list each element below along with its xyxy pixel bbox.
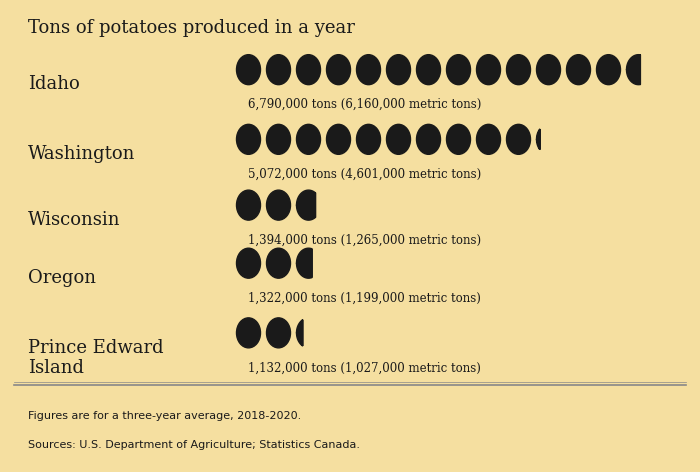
Ellipse shape: [386, 55, 410, 84]
Ellipse shape: [267, 55, 290, 84]
Ellipse shape: [596, 55, 620, 84]
Ellipse shape: [267, 124, 290, 154]
Ellipse shape: [536, 55, 561, 84]
Text: 6,790,000 tons (6,160,000 metric tons): 6,790,000 tons (6,160,000 metric tons): [248, 98, 482, 111]
Ellipse shape: [356, 55, 381, 84]
Text: 1,394,000 tons (1,265,000 metric tons): 1,394,000 tons (1,265,000 metric tons): [248, 234, 482, 247]
Ellipse shape: [326, 55, 351, 84]
Ellipse shape: [507, 55, 531, 84]
Ellipse shape: [386, 124, 410, 154]
Text: Oregon: Oregon: [28, 269, 96, 287]
Text: Tons of potatoes produced in a year: Tons of potatoes produced in a year: [28, 19, 355, 37]
Ellipse shape: [237, 55, 260, 84]
Ellipse shape: [237, 248, 260, 278]
Ellipse shape: [356, 124, 381, 154]
Ellipse shape: [416, 55, 440, 84]
Ellipse shape: [447, 124, 470, 154]
Ellipse shape: [326, 124, 351, 154]
Text: Washington: Washington: [28, 145, 135, 163]
Ellipse shape: [237, 318, 260, 348]
Ellipse shape: [267, 190, 290, 220]
Text: Idaho: Idaho: [28, 76, 80, 93]
Text: 1,322,000 tons (1,199,000 metric tons): 1,322,000 tons (1,199,000 metric tons): [248, 292, 482, 305]
Ellipse shape: [477, 55, 500, 84]
Ellipse shape: [267, 248, 290, 278]
Ellipse shape: [477, 124, 500, 154]
Ellipse shape: [416, 124, 440, 154]
Ellipse shape: [237, 190, 260, 220]
Ellipse shape: [297, 124, 321, 154]
Polygon shape: [536, 129, 540, 150]
Polygon shape: [297, 248, 312, 278]
Ellipse shape: [237, 124, 260, 154]
Ellipse shape: [566, 55, 591, 84]
Ellipse shape: [447, 55, 470, 84]
Ellipse shape: [507, 124, 531, 154]
Ellipse shape: [267, 318, 290, 348]
Text: 1,132,000 tons (1,027,000 metric tons): 1,132,000 tons (1,027,000 metric tons): [248, 362, 482, 374]
Polygon shape: [626, 55, 640, 84]
Text: 5,072,000 tons (4,601,000 metric tons): 5,072,000 tons (4,601,000 metric tons): [248, 168, 482, 181]
Ellipse shape: [297, 55, 321, 84]
Text: Figures are for a three-year average, 2018-2020.: Figures are for a three-year average, 20…: [28, 411, 301, 421]
Text: Wisconsin: Wisconsin: [28, 211, 120, 229]
Text: Sources: U.S. Department of Agriculture; Statistics Canada.: Sources: U.S. Department of Agriculture;…: [28, 440, 360, 450]
Text: Prince Edward
Island: Prince Edward Island: [28, 339, 164, 378]
Polygon shape: [297, 190, 316, 220]
Polygon shape: [297, 320, 302, 346]
